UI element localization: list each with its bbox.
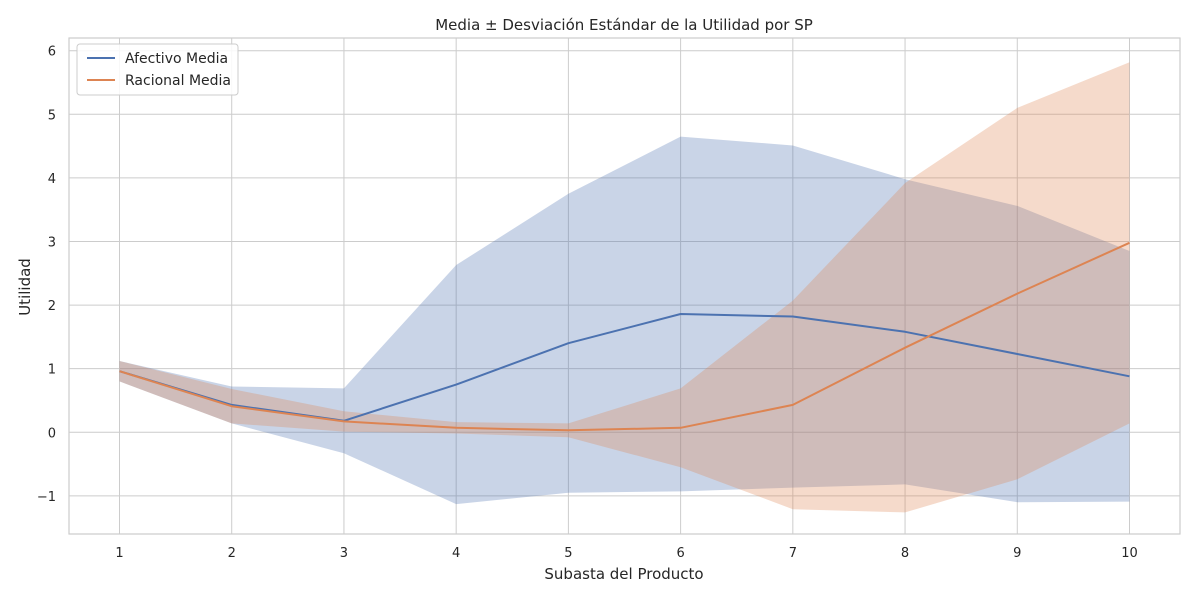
x-tick-label: 9 (1013, 546, 1021, 561)
x-axis-ticks: 1 2 3 4 5 6 7 8 9 10 (115, 546, 1137, 561)
plot-frame (68, 37, 1181, 535)
y-tick-label: 1 (48, 363, 56, 378)
grid (69, 38, 1180, 534)
legend-label-racional: Racional Media (125, 73, 231, 89)
x-tick-label: 5 (564, 546, 572, 561)
series-line-racional (119, 241, 1130, 432)
legend-label-afectivo: Afectivo Media (125, 51, 228, 67)
x-tick-label: 7 (789, 546, 797, 561)
y-tick-label: 6 (48, 45, 56, 60)
x-tick-label: 4 (452, 546, 460, 561)
y-tick-label: 0 (48, 426, 56, 441)
x-tick-label: 3 (340, 546, 348, 561)
std-band-racional (119, 62, 1130, 513)
y-tick-label: 5 (48, 108, 56, 123)
chart-title: Media ± Desviación Estándar de la Utilid… (435, 16, 813, 34)
x-tick-label: 6 (676, 546, 684, 561)
y-tick-label: −1 (37, 490, 56, 505)
x-axis-label: Subasta del Producto (544, 565, 703, 583)
x-tick-label: 1 (115, 546, 123, 561)
legend-box (76, 43, 239, 96)
y-tick-label: 4 (48, 172, 56, 187)
y-tick-label: 3 (48, 235, 56, 250)
x-tick-label: 2 (228, 546, 236, 561)
y-tick-label: 2 (48, 299, 56, 314)
y-axis-label: Utilidad (16, 258, 34, 316)
x-tick-label: 10 (1121, 546, 1138, 561)
legend: Afectivo Media Racional Media (76, 43, 239, 96)
x-tick-label: 8 (901, 546, 909, 561)
y-axis-ticks: −1 0 1 2 3 4 5 6 (37, 45, 56, 505)
mean-lines (119, 241, 1130, 432)
